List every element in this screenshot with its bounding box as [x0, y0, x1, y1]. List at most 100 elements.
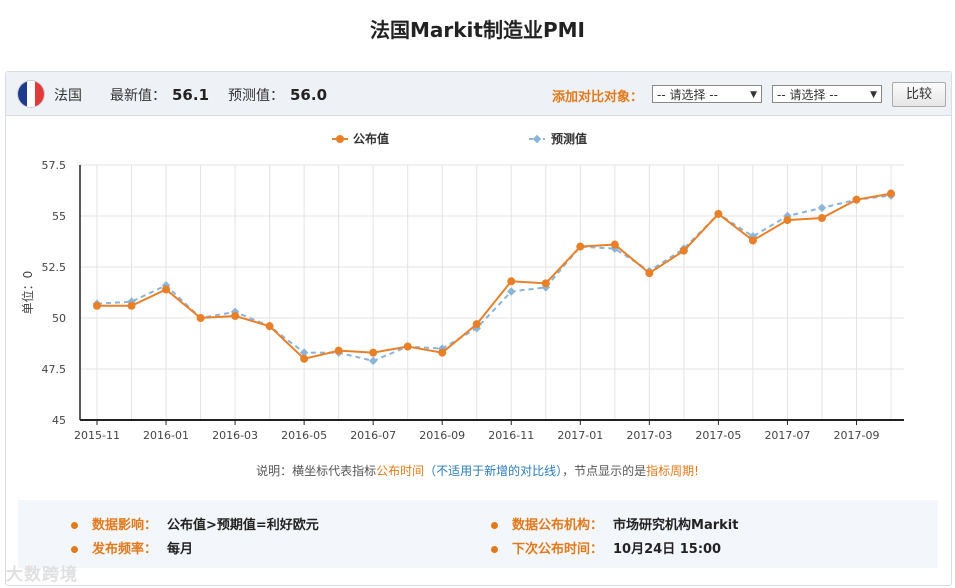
actual-point[interactable] [645, 269, 654, 278]
y-tick-label: 57.5 [42, 159, 67, 172]
latest-label: 最新值： [110, 88, 166, 104]
forecast-point[interactable] [368, 356, 378, 366]
actual-point[interactable] [748, 236, 757, 245]
legend-actual-marker[interactable] [336, 135, 344, 143]
x-tick-label: 2017-01 [557, 429, 603, 442]
latest-number: 56.1 [172, 86, 210, 104]
bullet-icon [491, 522, 498, 529]
y-tick-label: 45 [52, 414, 66, 427]
actual-point[interactable] [162, 285, 171, 294]
actual-point[interactable] [576, 242, 585, 251]
compare-select-1-value: -- 请选择 -- [657, 88, 718, 102]
actual-point[interactable] [472, 320, 481, 329]
pmi-line-chart: 公布值 预测值 45 47.5 50 52.5 55 57.5 2015-11 2016-01… [20, 131, 904, 442]
actual-point[interactable] [403, 342, 412, 351]
legend-forecast-label[interactable]: 预测值 [551, 131, 587, 146]
legend-forecast-marker[interactable] [532, 134, 542, 144]
dropdown-arrow-icon: ▼ [870, 90, 877, 100]
next-release-row: 下次公布时间： 10月24日 15:00 [491, 538, 721, 557]
frequency-row: 发布频率： 每月 [71, 538, 193, 557]
x-tick-label: 2017-05 [695, 429, 741, 442]
note-prefix: 说明：横坐标代表指标 [256, 464, 377, 478]
forecast-point[interactable] [817, 203, 827, 213]
frequency-label: 发布频率： [92, 542, 158, 557]
actual-point[interactable] [127, 301, 136, 310]
chart-note: 说明：横坐标代表指标公布时间（不适用于新增的对比线），节点显示的是指标周期! [0, 462, 955, 479]
chart-series [92, 189, 896, 366]
compare-select-2[interactable]: -- 请选择 -- ▼ [772, 85, 882, 103]
note-not-applicable: （不适用于新增的对比线） [424, 464, 563, 478]
forecast-series-line [96, 194, 892, 362]
y-tick-label: 52.5 [42, 261, 67, 274]
dropdown-arrow-icon: ▼ [750, 90, 757, 100]
actual-point[interactable] [265, 322, 274, 331]
watermark-logo: 大数跨境 [6, 565, 78, 585]
x-tick-label: 2016-11 [488, 429, 534, 442]
actual-point[interactable] [438, 348, 447, 357]
frequency-value: 每月 [167, 542, 194, 557]
y-axis-label: 单位：0 [20, 271, 35, 315]
france-flag-icon [18, 81, 44, 107]
x-tick-label: 2015-11 [74, 429, 120, 442]
actual-point[interactable] [196, 314, 205, 322]
flag-blue-stripe [18, 81, 27, 107]
x-tick-label: 2017-03 [626, 429, 672, 442]
agency-value: 市场研究机构Markit [613, 518, 739, 533]
actual-series-line [97, 192, 892, 360]
forecast-label: 预测值： [228, 88, 284, 104]
x-tick-label: 2016-09 [419, 429, 465, 442]
chart-axes: 45 47.5 50 52.5 55 57.5 2015-11 2016-01 2016-03 2… [20, 159, 904, 442]
forecast-point[interactable] [507, 287, 516, 296]
next-release-label: 下次公布时间： [512, 542, 604, 557]
actual-point[interactable] [852, 195, 861, 204]
agency-row: 数据公布机构： 市场研究机构Markit [491, 514, 738, 533]
actual-point[interactable] [231, 311, 240, 320]
note-period: 指标周期! [646, 464, 699, 478]
actual-point[interactable] [93, 301, 101, 310]
y-tick-label: 47.5 [42, 363, 67, 376]
x-tick-label: 2017-09 [833, 429, 879, 442]
y-tick-label: 55 [52, 210, 66, 223]
actual-point[interactable] [817, 214, 826, 223]
add-compare-label: 添加对比对象： [552, 90, 644, 105]
page-title: 法国Markit制造业PMI [370, 18, 585, 42]
y-tick-label: 50 [52, 312, 66, 325]
chart-grid [80, 164, 904, 421]
impact-row: 数据影响： 公布值>预期值=利好欧元 [71, 514, 319, 533]
x-tick-label: 2016-05 [281, 429, 327, 442]
panel-header: 法国 最新值： 56.1 预测值： 56.0 添加对比对象： -- 请选择 -- ▼ … [6, 72, 951, 116]
actual-point[interactable] [369, 348, 378, 357]
bullet-icon [71, 522, 78, 529]
flag-white-stripe [26, 81, 36, 107]
actual-point[interactable] [783, 216, 792, 225]
actual-point[interactable] [300, 354, 309, 363]
x-tick-label: 2016-07 [350, 429, 396, 442]
chart-legend: 公布值 预测值 [332, 131, 587, 146]
x-tick-label: 2016-03 [212, 429, 258, 442]
impact-label: 数据影响： [92, 518, 158, 533]
note-mid: ，节点显示的是 [562, 464, 647, 478]
actual-point[interactable] [334, 346, 343, 355]
latest-value: 最新值： 56.1 [110, 85, 209, 105]
actual-point[interactable] [507, 277, 516, 286]
actual-point[interactable] [541, 279, 550, 288]
actual-point[interactable] [610, 240, 619, 249]
compare-button[interactable]: 比较 [892, 82, 946, 107]
next-release-value: 10月24日 15:00 [613, 542, 722, 557]
forecast-point[interactable] [299, 348, 309, 357]
bullet-icon [491, 546, 498, 553]
x-tick-label: 2017-07 [764, 429, 810, 442]
forecast-value: 预测值： 56.0 [228, 85, 327, 105]
info-box: 数据影响： 公布值>预期值=利好欧元 数据公布机构： 市场研究机构Markit 发布… [18, 500, 938, 568]
impact-value: 公布值>预期值=利好欧元 [167, 518, 319, 533]
legend-actual-label[interactable]: 公布值 [353, 131, 389, 146]
agency-label: 数据公布机构： [512, 518, 604, 533]
forecast-number: 56.0 [290, 86, 328, 104]
actual-point[interactable] [714, 209, 723, 218]
note-publish-time: 公布时间 [376, 464, 425, 478]
actual-point[interactable] [887, 189, 895, 198]
compare-select-1[interactable]: -- 请选择 -- ▼ [652, 85, 762, 103]
actual-point[interactable] [679, 246, 688, 255]
bullet-icon [71, 546, 78, 553]
country-name: 法国 [54, 88, 82, 104]
